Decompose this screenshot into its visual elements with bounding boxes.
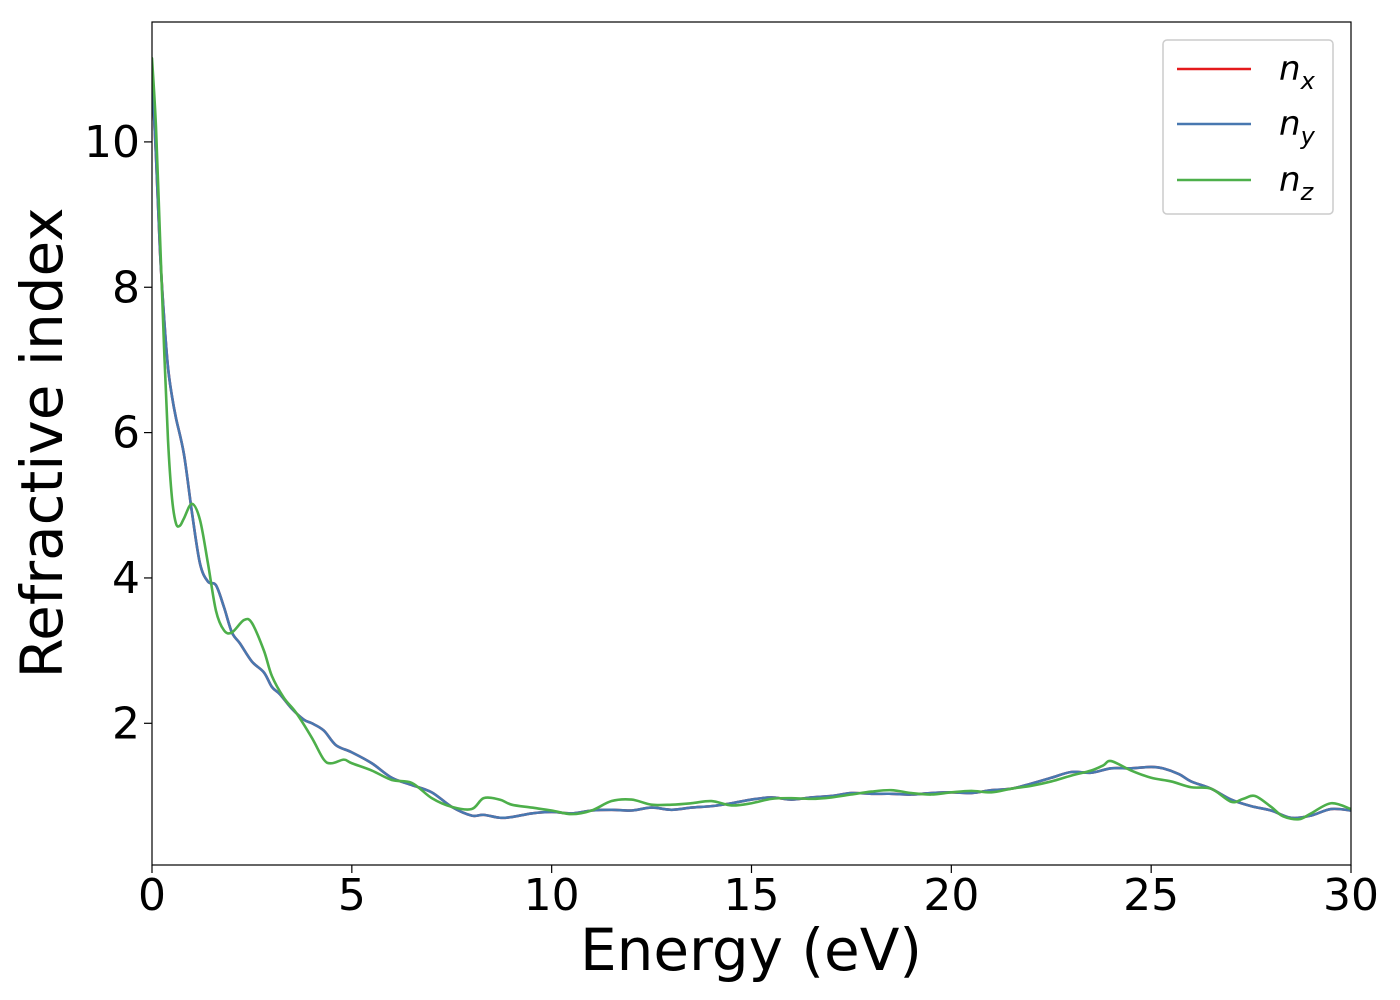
x-tick-label: 10 (524, 870, 580, 921)
legend-label-ny: ny (1279, 104, 1316, 150)
series-layer (152, 57, 1351, 821)
series-line-nz (152, 57, 1351, 821)
y-tick-label: 10 (84, 117, 140, 168)
y-tick-label: 8 (112, 262, 140, 313)
y-axis-ticks: 2 4 6 8 10 (84, 117, 152, 749)
x-tick-label: 15 (724, 870, 780, 921)
y-axis-label: Refractive index (8, 207, 76, 678)
x-tick-label: 25 (1123, 870, 1179, 921)
y-tick-label: 4 (112, 553, 140, 604)
x-tick-label: 0 (138, 870, 166, 921)
y-tick-label: 2 (112, 698, 140, 749)
legend: nx ny nz (1162, 39, 1334, 215)
legend-label-nz: nz (1279, 160, 1315, 206)
x-tick-label: 30 (1323, 870, 1379, 921)
x-tick-label: 5 (338, 870, 366, 921)
series-line-ny (152, 75, 1351, 820)
y-tick-label: 6 (112, 408, 140, 459)
x-axis-label: Energy (eV) (580, 916, 922, 984)
legend-label-nx: nx (1279, 49, 1316, 95)
x-axis-ticks: 0 5 10 15 20 25 30 (138, 865, 1379, 921)
legend-frame (1162, 39, 1334, 215)
x-tick-label: 20 (923, 870, 979, 921)
